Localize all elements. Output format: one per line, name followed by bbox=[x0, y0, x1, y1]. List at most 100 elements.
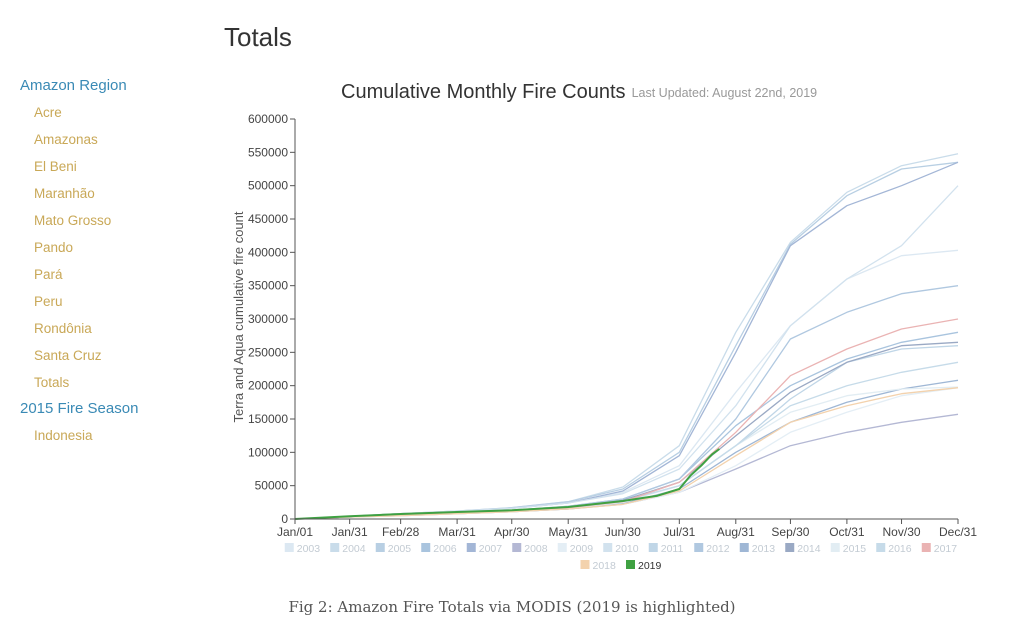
legend-swatch bbox=[284, 543, 294, 552]
series-line-2019 bbox=[294, 448, 720, 520]
legend-swatch bbox=[921, 543, 931, 552]
y-tick-label: 50000 bbox=[255, 479, 289, 493]
y-tick-label: 550000 bbox=[248, 145, 288, 159]
legend-label: 2004 bbox=[342, 543, 366, 555]
legend-item-2011[interactable]: 2011 bbox=[648, 543, 684, 555]
legend-label: 2012 bbox=[706, 543, 730, 555]
legend-swatch bbox=[603, 543, 613, 552]
legend-label: 2005 bbox=[388, 543, 412, 555]
series-line-2016 bbox=[294, 361, 959, 520]
x-tick-label: Feb/28 bbox=[382, 525, 420, 539]
legend-label: 2009 bbox=[570, 543, 594, 555]
legend-label: 2011 bbox=[661, 543, 684, 555]
legend-item-2009[interactable]: 2009 bbox=[557, 543, 594, 555]
series-line-2003 bbox=[294, 249, 959, 520]
legend-item-2018[interactable]: 2018 bbox=[580, 560, 617, 572]
legend-swatch bbox=[648, 543, 658, 552]
page-title: Totals bbox=[224, 22, 292, 52]
legend-swatch bbox=[580, 560, 590, 569]
legend-label: 2006 bbox=[433, 543, 457, 555]
legend-swatch bbox=[739, 543, 749, 552]
legend-item-2004[interactable]: 2004 bbox=[330, 543, 366, 555]
sidebar-heading-2015-fire-season[interactable]: 2015 Fire Season bbox=[20, 400, 139, 417]
legend-label: 2007 bbox=[479, 543, 503, 555]
x-tick-label: Nov/30 bbox=[883, 525, 921, 539]
x-tick-label: May/31 bbox=[549, 525, 589, 539]
sidebar-item-acre[interactable]: Acre bbox=[34, 105, 62, 120]
legend-swatch bbox=[785, 543, 795, 552]
y-axis: 0 50000 100000 150000 200000 250000 300000 3500… bbox=[248, 112, 296, 526]
legend-item-2015[interactable]: 2015 bbox=[830, 543, 867, 555]
legend-item-2003[interactable]: 2003 bbox=[284, 543, 321, 555]
legend-item-2016[interactable]: 2016 bbox=[876, 543, 912, 555]
sidebar-item-pando[interactable]: Pando bbox=[34, 240, 74, 255]
legend-swatch bbox=[375, 543, 385, 552]
legend-item-2008[interactable]: 2008 bbox=[512, 543, 548, 555]
chart-subtitle: Last Updated: August 22nd, 2019 bbox=[632, 86, 818, 100]
legend-item-2017[interactable]: 2017 bbox=[921, 543, 958, 555]
legend: 2003 2004 2005 2006 2007 2008 2009 2010 2011 2012… bbox=[284, 543, 958, 572]
sidebar-item-el-beni[interactable]: El Beni bbox=[34, 159, 77, 174]
y-axis-label: Terra and Aqua cumulative fire count bbox=[231, 211, 246, 422]
y-tick-label: 500000 bbox=[248, 179, 288, 193]
legend-label: 2017 bbox=[934, 543, 958, 555]
sidebar-item-para[interactable]: Pará bbox=[34, 267, 63, 282]
legend-swatch bbox=[512, 543, 522, 552]
legend-label: 2008 bbox=[524, 543, 548, 555]
sidebar-item-totals[interactable]: Totals bbox=[34, 375, 70, 390]
sidebar-heading-amazon-region[interactable]: Amazon Region bbox=[20, 77, 127, 94]
legend-item-2006[interactable]: 2006 bbox=[421, 543, 457, 555]
y-tick-label: 600000 bbox=[248, 112, 288, 126]
legend-swatch bbox=[694, 543, 704, 552]
x-axis: Jan/01 Jan/31 Feb/28 Mar/31 Apr/30 May/31 Jun/… bbox=[277, 518, 977, 539]
sidebar-item-santa-cruz[interactable]: Santa Cruz bbox=[34, 348, 102, 363]
sidebar-item-maranhao[interactable]: Maranhão bbox=[34, 186, 95, 201]
y-tick-label: 200000 bbox=[248, 379, 288, 393]
chart-title: Cumulative Monthly Fire Counts bbox=[341, 81, 626, 103]
legend-label: 2010 bbox=[615, 543, 639, 555]
x-tick-label: Sep/30 bbox=[771, 525, 809, 539]
series-lines bbox=[294, 153, 959, 520]
legend-swatch bbox=[421, 543, 431, 552]
sidebar-item-mato-grosso[interactable]: Mato Grosso bbox=[34, 213, 112, 228]
legend-item-2012[interactable]: 2012 bbox=[694, 543, 730, 555]
legend-label: 2018 bbox=[593, 560, 617, 572]
x-tick-label: Jun/30 bbox=[605, 525, 641, 539]
figure-caption: Fig 2: Amazon Fire Totals via MODIS (201… bbox=[288, 598, 736, 616]
x-tick-label: Jan/31 bbox=[332, 525, 368, 539]
sidebar-item-peru[interactable]: Peru bbox=[34, 294, 63, 309]
legend-label: 2003 bbox=[297, 543, 321, 555]
x-tick-label: Jan/01 bbox=[277, 525, 313, 539]
legend-item-2007[interactable]: 2007 bbox=[466, 543, 503, 555]
legend-item-2014[interactable]: 2014 bbox=[785, 543, 821, 555]
legend-item-2019[interactable]: 2019 bbox=[626, 560, 662, 572]
series-line-2010 bbox=[294, 185, 959, 520]
sidebar-item-rondonia[interactable]: Rondônia bbox=[34, 321, 92, 336]
y-tick-label: 400000 bbox=[248, 245, 288, 259]
y-tick-label: 250000 bbox=[248, 345, 288, 359]
series-line-2007 bbox=[294, 161, 959, 520]
legend-label: 2015 bbox=[843, 543, 867, 555]
legend-item-2013[interactable]: 2013 bbox=[739, 543, 776, 555]
legend-swatch bbox=[876, 543, 886, 552]
x-tick-label: Jul/31 bbox=[663, 525, 695, 539]
legend-swatch bbox=[626, 560, 635, 569]
legend-label: 2016 bbox=[888, 543, 912, 555]
y-tick-label: 0 bbox=[281, 512, 288, 526]
x-tick-label: Dec/31 bbox=[939, 525, 977, 539]
legend-item-2010[interactable]: 2010 bbox=[603, 543, 639, 555]
legend-label: 2014 bbox=[797, 543, 821, 555]
legend-label: 2013 bbox=[752, 543, 776, 555]
legend-swatch bbox=[330, 543, 340, 552]
x-tick-label: Mar/31 bbox=[438, 525, 476, 539]
x-tick-label: Aug/31 bbox=[717, 525, 755, 539]
y-tick-label: 300000 bbox=[248, 312, 288, 326]
sidebar-item-amazonas[interactable]: Amazonas bbox=[34, 132, 98, 147]
sidebar-item-indonesia[interactable]: Indonesia bbox=[34, 428, 93, 443]
legend-item-2005[interactable]: 2005 bbox=[375, 543, 412, 555]
legend-label: 2019 bbox=[638, 560, 662, 572]
series-line-2004 bbox=[294, 153, 959, 520]
sidebar-nav: Amazon Region Acre Amazonas El Beni Mara… bbox=[20, 76, 210, 449]
